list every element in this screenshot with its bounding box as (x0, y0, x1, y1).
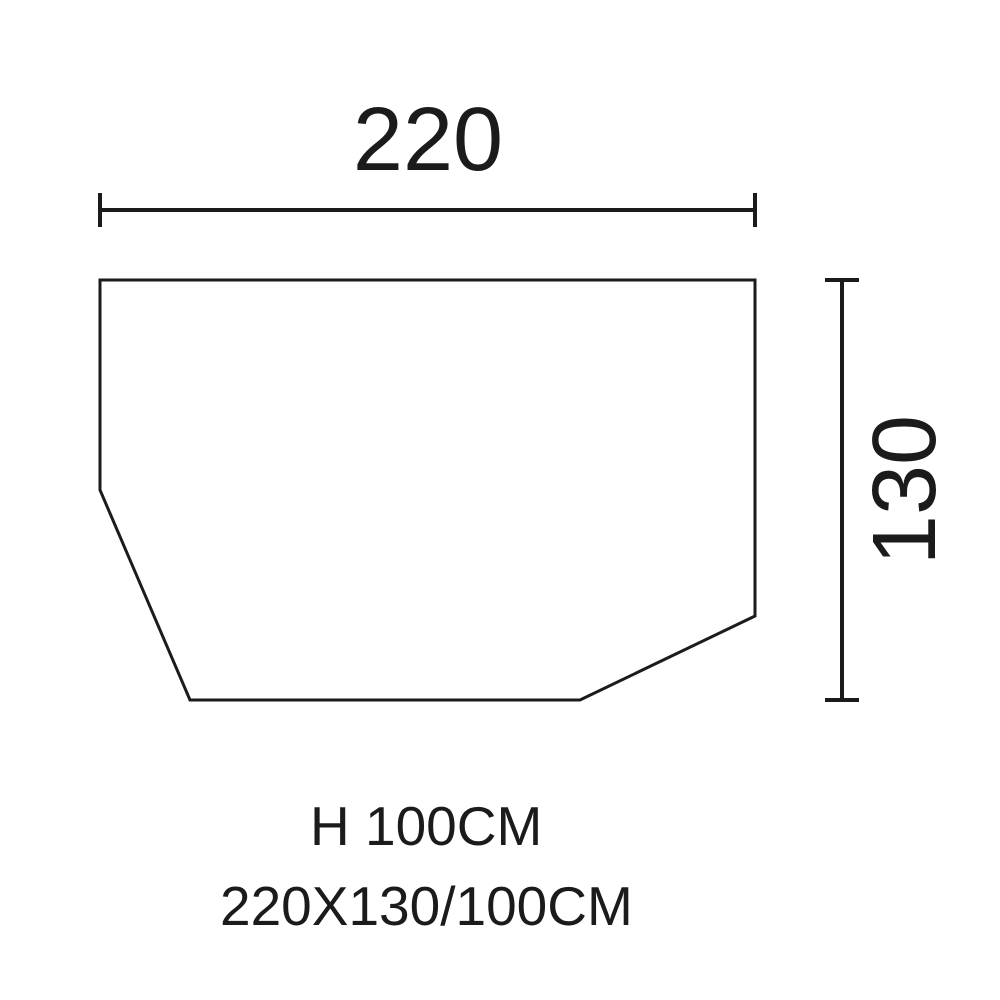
width-label: 220 (353, 90, 503, 190)
footprint-outline (100, 280, 755, 700)
spec-size-text: 220X130/100CM (220, 875, 633, 937)
spec-height-text: H 100CM (310, 795, 542, 857)
height-label: 130 (855, 415, 955, 565)
height-dimension: 130 (825, 280, 955, 700)
width-dimension: 220 (100, 90, 755, 227)
dimension-diagram: 220 130 H 100CM 220X130/100CM (0, 0, 1000, 1000)
